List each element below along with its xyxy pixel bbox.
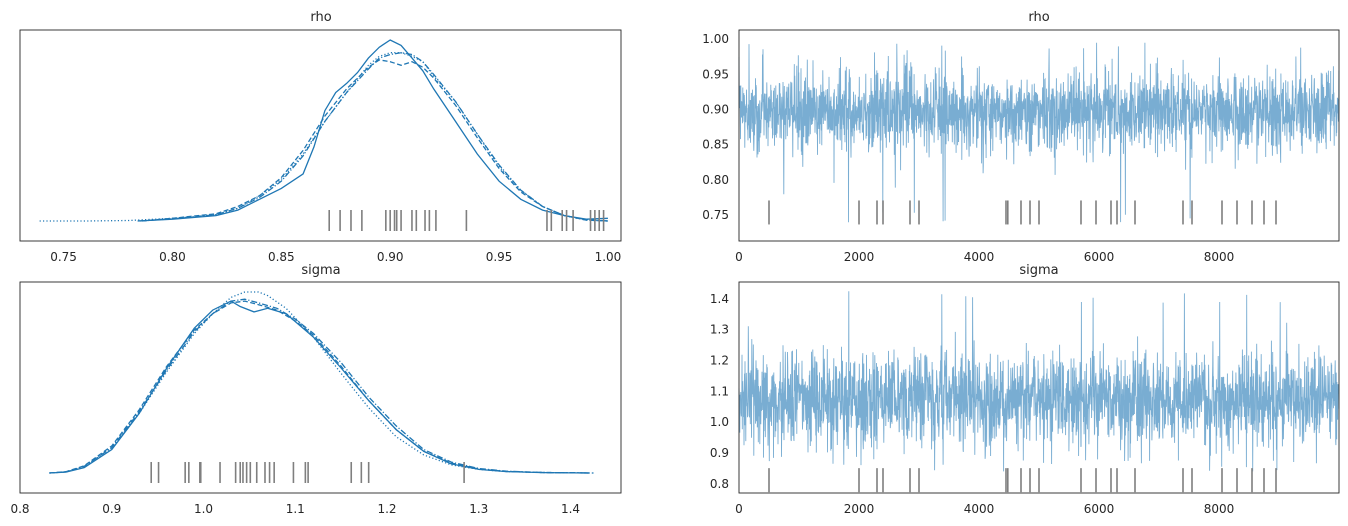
x-tick-label: 4000 bbox=[964, 502, 995, 516]
x-tick-label: 0.95 bbox=[486, 250, 513, 264]
x-tick-label: 1.0 bbox=[194, 502, 213, 516]
density-line-solid bbox=[137, 39, 608, 222]
axes-frame bbox=[738, 281, 1340, 494]
panel-rho-density: rho 0.75 0.80 0.85 0.90 0.95 1.00 bbox=[19, 10, 622, 264]
y-tick-label: 0.85 bbox=[702, 138, 729, 152]
y-tick-label: 1.0 bbox=[710, 415, 729, 429]
density-line-dotted bbox=[49, 291, 589, 474]
y-tick-label: 0.95 bbox=[702, 67, 729, 81]
x-axis-ticks: 0.75 0.80 0.85 0.90 0.95 1.00 bbox=[50, 250, 621, 264]
x-tick-label: 6000 bbox=[1084, 250, 1115, 264]
x-tick-label: 1.00 bbox=[595, 250, 622, 264]
x-tick-label: 0.75 bbox=[50, 250, 77, 264]
trace-line bbox=[738, 42, 1340, 223]
x-tick-label: 2000 bbox=[844, 502, 875, 516]
x-axis-ticks: 0.8 0.9 1.0 1.1 1.2 1.3 1.4 bbox=[10, 502, 580, 516]
panel-title: rho bbox=[310, 10, 331, 25]
axes-frame bbox=[19, 281, 622, 494]
panel-title: rho bbox=[1028, 10, 1049, 25]
y-tick-label: 1.4 bbox=[710, 292, 729, 306]
x-tick-label: 0.8 bbox=[10, 502, 29, 516]
axes-frame bbox=[738, 29, 1340, 242]
x-tick-label: 8000 bbox=[1204, 250, 1235, 264]
y-tick-label: 0.9 bbox=[710, 446, 729, 460]
density-line-solid bbox=[49, 300, 589, 474]
y-tick-label: 1.00 bbox=[702, 32, 729, 46]
y-tick-label: 1.2 bbox=[710, 354, 729, 368]
x-tick-label: 1.2 bbox=[377, 502, 396, 516]
x-tick-label: 2000 bbox=[844, 250, 875, 264]
axes-frame bbox=[19, 29, 622, 242]
axis-ticks: 0.75 0.80 0.85 0.90 0.95 1.00 0 2000 4000 6000 800… bbox=[702, 32, 1234, 264]
panel-title: sigma bbox=[301, 263, 340, 278]
y-tick-label: 0.8 bbox=[710, 477, 729, 491]
density-line-dashdot bbox=[139, 52, 608, 222]
density-line-dashed bbox=[141, 59, 608, 222]
y-tick-label: 0.75 bbox=[702, 208, 729, 222]
x-tick-label: 0 bbox=[735, 502, 743, 516]
x-tick-label: 0.85 bbox=[268, 250, 295, 264]
panel-sigma-density: sigma 0.8 0.9 1.0 1.1 1.2 1.3 1.4 bbox=[10, 263, 622, 516]
x-tick-label: 0.90 bbox=[377, 250, 404, 264]
panel-sigma-trace: sigma 0.8 0.9 1.0 1.1 1.2 1.3 1.4 0 2000 4000 6000… bbox=[710, 263, 1340, 516]
x-tick-label: 1.1 bbox=[286, 502, 305, 516]
density-line-dashed bbox=[49, 300, 589, 474]
density-line-dashdot bbox=[49, 298, 594, 474]
x-tick-label: 8000 bbox=[1204, 502, 1235, 516]
axis-ticks: 0.8 0.9 1.0 1.1 1.2 1.3 1.4 0 2000 4000 6000 8000 bbox=[710, 292, 1234, 516]
panel-title: sigma bbox=[1019, 263, 1058, 278]
x-tick-label: 6000 bbox=[1084, 502, 1115, 516]
panel-marks bbox=[49, 291, 594, 483]
panel-marks bbox=[738, 42, 1340, 225]
x-tick-label: 1.4 bbox=[561, 502, 580, 516]
panel-marks bbox=[39, 39, 608, 231]
trace-line bbox=[738, 291, 1340, 472]
x-tick-label: 0.80 bbox=[159, 250, 186, 264]
x-tick-label: 0.9 bbox=[102, 502, 121, 516]
y-tick-label: 0.90 bbox=[702, 102, 729, 116]
x-tick-label: 1.3 bbox=[469, 502, 488, 516]
panel-marks bbox=[738, 291, 1340, 493]
x-tick-label: 0 bbox=[735, 250, 743, 264]
y-tick-label: 1.1 bbox=[710, 384, 729, 398]
panel-rho-trace: rho 0.75 0.80 0.85 0.90 0.95 1.00 0 2000 4000 600… bbox=[702, 10, 1340, 264]
y-tick-label: 1.3 bbox=[710, 323, 729, 337]
x-tick-label: 4000 bbox=[964, 250, 995, 264]
y-tick-label: 0.80 bbox=[702, 173, 729, 187]
